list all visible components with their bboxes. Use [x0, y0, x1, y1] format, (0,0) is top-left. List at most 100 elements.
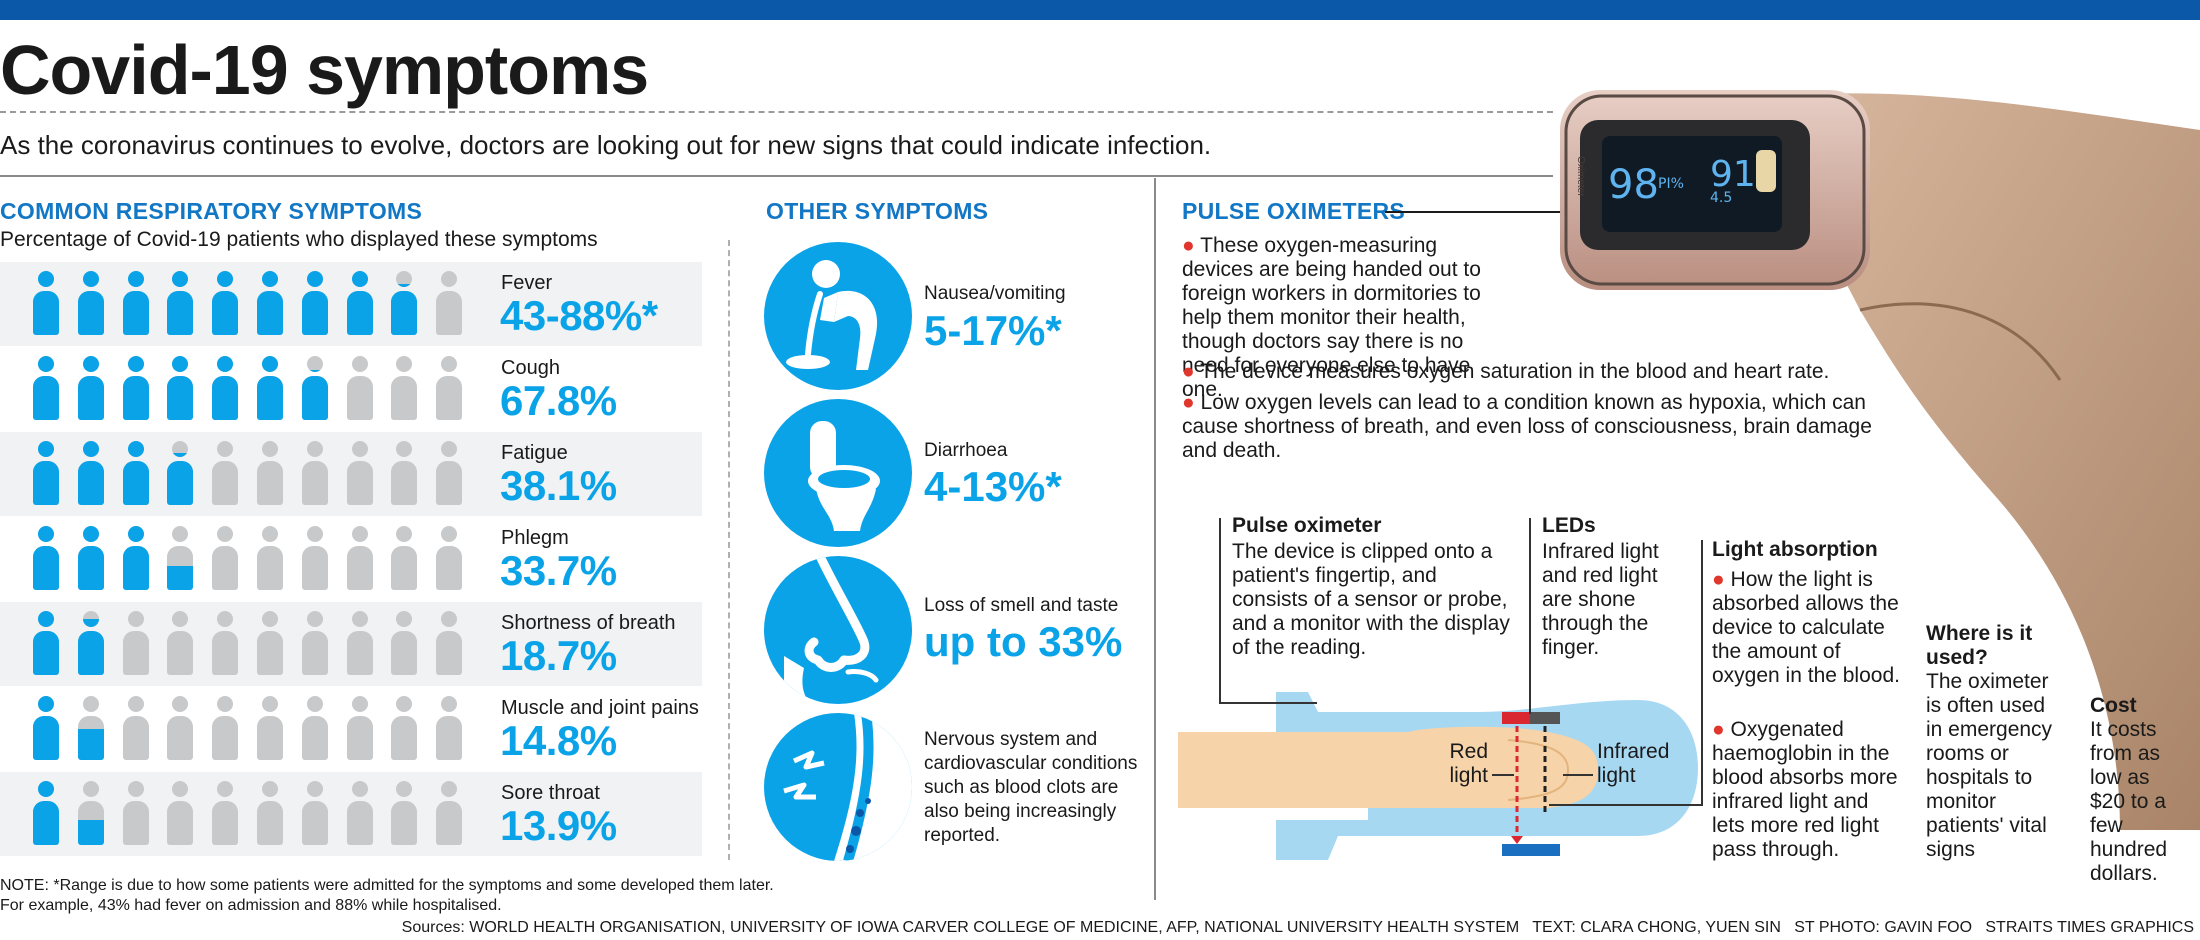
person-icon [434, 356, 464, 422]
absorption-bullet: ● Oxygenated haemoglobin in the blood ab… [1712, 718, 1902, 862]
symptom-row: Phlegm 33.7% [0, 517, 702, 601]
bullet-text: The device measures oxygen saturation in… [1200, 360, 1830, 383]
screen-pulse: 91 [1710, 154, 1756, 195]
footnote: NOTE: *Range is due to how some patients… [0, 877, 774, 894]
person-icon [76, 696, 106, 762]
other-item-text: Nervous system and cardiovascular condit… [924, 729, 1138, 846]
person-icon [165, 781, 195, 847]
red-light-label: Red light [1449, 740, 1488, 787]
person-icon [345, 611, 375, 677]
other-item-value: 4-13%* [924, 463, 1062, 510]
leds-title: LEDs [1542, 514, 1596, 537]
symptom-name: Muscle and joint pains [501, 697, 699, 719]
person-icon [165, 356, 195, 422]
bullet-dot: ● [1712, 568, 1725, 591]
person-icon [345, 781, 375, 847]
oximeter-heading: PULSE OXIMETERS [1182, 198, 1406, 224]
cost-text: It costs from as low as $20 to a few hun… [2090, 718, 2168, 885]
bullet-dot: ● [1182, 360, 1195, 383]
person-icon [389, 611, 419, 677]
symptom-percentage: 13.9% [500, 802, 617, 849]
other-item-name: Diarrhoea [924, 440, 1008, 461]
screen-spo2: 98 [1608, 162, 1659, 208]
title-divider [0, 111, 1553, 113]
person-icon [300, 441, 330, 507]
person-icon [345, 441, 375, 507]
person-icon [389, 781, 419, 847]
person-icon [165, 611, 195, 677]
person-icon [31, 611, 61, 677]
person-icon [165, 271, 195, 337]
bullet-dot: ● [1182, 234, 1195, 257]
person-icon [121, 696, 151, 762]
person-icon [389, 441, 419, 507]
person-icon [300, 611, 330, 677]
person-icon [345, 526, 375, 592]
person-icon [165, 441, 195, 507]
oximeter-bullet: ● The device measures oxygen saturation … [1182, 360, 1882, 384]
person-icon [434, 271, 464, 337]
person-icon [345, 356, 375, 422]
person-icon [121, 526, 151, 592]
symptom-percentage: 14.8% [500, 717, 617, 764]
infrared-leader [1563, 774, 1593, 776]
heading-leader-line [1385, 211, 1579, 213]
bullet-text: Low oxygen levels can lead to a conditio… [1182, 391, 1872, 462]
pulse-leader-line [1219, 518, 1221, 704]
symptom-row: Fatigue 38.1% [0, 432, 702, 516]
person-icon [255, 611, 285, 677]
person-icon [76, 441, 106, 507]
device-brand: Oximeter [1575, 156, 1586, 197]
person-icon [300, 781, 330, 847]
person-icon [76, 526, 106, 592]
header-rule [0, 175, 1553, 177]
absorption-leader-line [1701, 540, 1703, 806]
symptom-name: Sore throat [501, 782, 600, 804]
person-icon [121, 271, 151, 337]
leds-text: Infrared light and red light are shone t… [1542, 540, 1659, 659]
screen-pi-label: PI% [1658, 176, 1684, 192]
symptom-percentage: 38.1% [500, 462, 617, 509]
person-icon [345, 696, 375, 762]
person-icon [300, 356, 330, 422]
person-icon [210, 526, 240, 592]
pulse-oximeter-text: The device is clipped onto a patient's f… [1232, 540, 1510, 659]
person-icon [76, 271, 106, 337]
person-icon [255, 356, 285, 422]
person-icon [31, 781, 61, 847]
person-icon [434, 526, 464, 592]
person-icon [121, 441, 151, 507]
infrared-light-label: Infrared light [1597, 740, 1670, 787]
page-subtitle: As the coronavirus continues to evolve, … [0, 130, 1212, 160]
sources-credits: Sources: WORLD HEALTH ORGANISATION, UNIV… [401, 919, 2194, 936]
where-used-title: Where is it used? [1926, 622, 2033, 669]
person-icon [210, 271, 240, 337]
person-icon [31, 441, 61, 507]
person-icon [434, 781, 464, 847]
other-item-name: Loss of smell and taste [924, 595, 1119, 616]
person-icon [165, 696, 195, 762]
person-icon [389, 526, 419, 592]
toilet-icon [764, 399, 912, 547]
person-icon [121, 356, 151, 422]
person-icon [165, 526, 195, 592]
page-title: Covid-19 symptoms [0, 31, 649, 109]
symptom-row: Muscle and joint pains 14.8% [0, 687, 702, 771]
nose-icon [764, 556, 912, 704]
person-icon [389, 696, 419, 762]
leds-leader-line [1529, 518, 1531, 714]
symptom-percentage: 43-88%* [500, 292, 658, 339]
absorption-title: Light absorption [1712, 538, 1878, 561]
person-icon [210, 441, 240, 507]
person-icon [210, 696, 240, 762]
person-icon [255, 526, 285, 592]
symptom-name: Phlegm [501, 527, 569, 549]
symptom-name: Shortness of breath [501, 612, 676, 634]
absorption-leader-line [1549, 804, 1703, 806]
oximeter-diagram [1178, 640, 1718, 880]
person-icon [121, 611, 151, 677]
person-icon [434, 441, 464, 507]
person-icon [434, 611, 464, 677]
person-icon [31, 696, 61, 762]
person-icon [76, 356, 106, 422]
